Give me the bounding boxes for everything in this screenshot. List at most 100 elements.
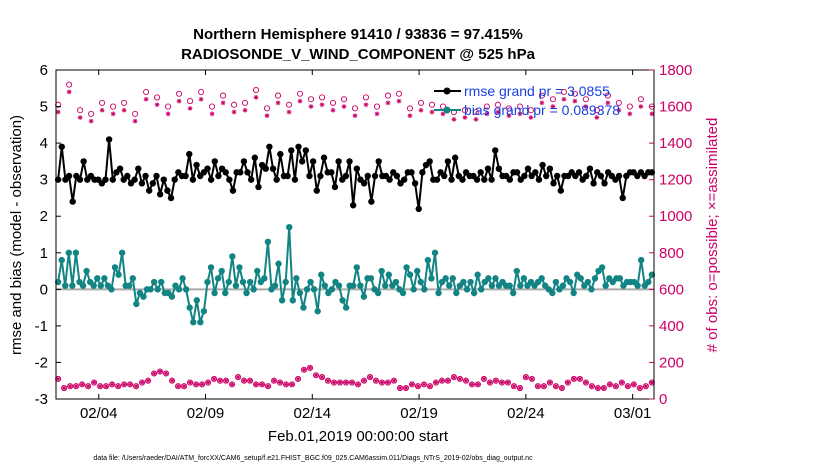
obs-assimilated-marker [385, 100, 391, 106]
rmse-point [207, 176, 215, 183]
obs-assimilated-stroke [550, 104, 555, 109]
obs-assimilated-marker [601, 385, 607, 391]
obs-assimilated-stroke [427, 384, 432, 389]
obs-possible-marker [549, 96, 556, 103]
rmse-point [204, 165, 211, 172]
obs-assimilated-stroke [535, 384, 540, 389]
rmse-point [269, 165, 277, 172]
left-tick-label: 2 [40, 208, 48, 225]
left-axis-tick-labels: 6 5 4 3 2 1 0 -1 -2 -3 [35, 62, 48, 408]
obs-assimilated-stroke [361, 378, 366, 383]
rmse-point [477, 169, 484, 176]
rmse-point [145, 187, 153, 194]
rmse-point [553, 172, 561, 180]
obs-possible-marker [157, 368, 164, 375]
rmse-point [371, 172, 379, 180]
bias-point [367, 275, 375, 282]
bias-point [314, 308, 321, 315]
rmse-point [360, 180, 368, 187]
rmse-point [237, 169, 244, 176]
obs-assimilated-stroke [272, 378, 277, 383]
obs-possible-marker [199, 381, 206, 388]
obs-possible-marker [187, 379, 194, 386]
obs-assimilated-marker [594, 115, 600, 120]
rmse-point [222, 169, 229, 176]
obs-possible-marker [636, 384, 643, 392]
obs-assimilated-marker [462, 115, 468, 120]
rmse-point [284, 172, 291, 180]
obs-possible-marker [294, 375, 302, 382]
obs-assimilated-marker [613, 383, 619, 389]
obs-possible-marker [564, 379, 571, 386]
data-file-footnote: data file: /Users/raeder/DAI/ATM_forcXX/… [93, 455, 533, 462]
obs-possible-marker [560, 88, 567, 95]
left-tick-label: 0 [40, 281, 48, 298]
obs-possible-marker [223, 377, 230, 384]
obs-possible-marker [127, 381, 134, 388]
rmse-point [328, 169, 335, 176]
obs-assimilated-marker [231, 109, 237, 115]
obs-possible-marker [492, 377, 499, 384]
obs-assimilated-stroke [613, 384, 618, 389]
obs-assimilated-marker [505, 380, 511, 385]
obs-assimilated-stroke [298, 99, 303, 104]
right-tick-label: 800 [659, 245, 684, 262]
obs-assimilated-marker [193, 381, 199, 387]
bias-point [435, 289, 442, 297]
obs-assimilated-stroke [308, 365, 313, 370]
obs-possible-marker [198, 88, 205, 95]
bias-point [186, 304, 193, 311]
obs-assimilated-stroke [276, 100, 281, 105]
rmse-point [353, 165, 361, 172]
obs-assimilated-stroke [338, 380, 343, 385]
obs-assimilated-marker [595, 385, 601, 391]
obs-assimilated-marker [277, 380, 283, 385]
obs-possible-marker [395, 90, 403, 97]
obs-possible-marker [408, 381, 416, 388]
chart-title-line1: Northern Hemisphere 91410 / 93836 = 97.4… [193, 26, 523, 43]
obs-assimilated-stroke [517, 111, 522, 116]
obs-assimilated-stroke [296, 376, 301, 381]
obs-possible-marker [330, 379, 338, 386]
bias-point [200, 308, 208, 315]
obs-assimilated-marker [529, 376, 535, 382]
obs-assimilated-marker [421, 381, 427, 387]
rmse-point [419, 169, 426, 176]
bias-point [296, 289, 304, 297]
rmse-point [277, 150, 284, 158]
obs-possible-marker [270, 377, 278, 384]
obs-assimilated-stroke [221, 100, 226, 105]
legend-bias-marker [443, 106, 451, 114]
rmse-point [142, 172, 149, 180]
bias-point [417, 278, 424, 286]
bias-point [467, 278, 474, 286]
obs-assimilated-stroke [302, 367, 307, 372]
right-tick-label: 1200 [659, 172, 692, 189]
obs-possible-marker [312, 372, 320, 379]
rmse-point [619, 194, 626, 202]
obs-assimilated-stroke [439, 378, 444, 383]
obs-possible-marker [85, 383, 92, 390]
obs-assimilated-stroke [284, 382, 289, 387]
rmse-point [317, 172, 324, 180]
obs-possible-marker [139, 379, 146, 386]
obs-assimilated-marker [275, 100, 281, 106]
bias-point [460, 278, 467, 286]
obs-assimilated-stroke [583, 380, 588, 385]
rmse-point [189, 176, 197, 183]
rmse-point [167, 194, 175, 202]
bias-point [485, 275, 492, 282]
obs-assimilated-marker [627, 111, 633, 117]
obs-assimilated-stroke [158, 369, 163, 374]
bias-point [414, 267, 421, 275]
obs-possible-marker [456, 375, 464, 382]
obs-assimilated-marker [535, 383, 541, 389]
rmse-point [386, 176, 393, 183]
bias-point [492, 275, 499, 282]
obs-assimilated-stroke [363, 102, 368, 107]
obs-assimilated-marker [559, 385, 565, 391]
bias-point [517, 282, 524, 289]
bias-point [293, 275, 300, 282]
obs-assimilated-marker [253, 381, 259, 387]
obs-assimilated-stroke [561, 97, 566, 102]
